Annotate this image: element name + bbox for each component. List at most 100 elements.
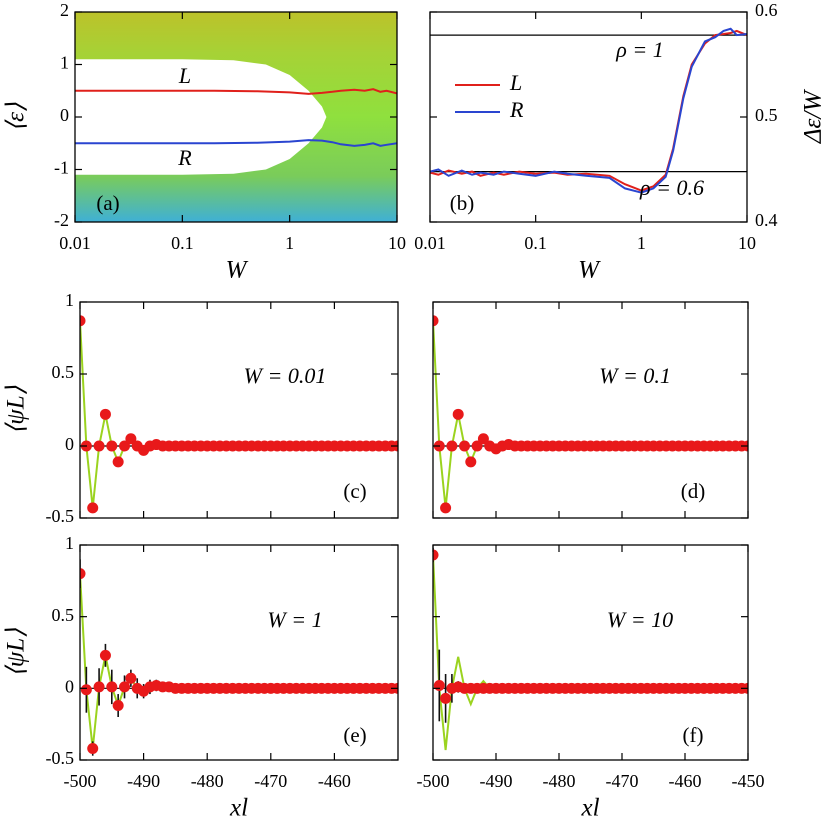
legend-label: L <box>509 70 522 95</box>
annotation: W = 0.01 <box>244 363 327 388</box>
plot-area <box>75 12 397 222</box>
panel-label: (e) <box>343 723 366 747</box>
y-axis-label: ⟨ψL⟩ <box>3 628 30 677</box>
y-tick-label: 1 <box>65 533 74 553</box>
y-tick-label: -1 <box>54 158 69 178</box>
annotation: R <box>177 145 192 170</box>
annotation: W = 1 <box>267 607 322 632</box>
y-axis-label: ⟨ε⟩ <box>3 102 30 132</box>
y-axis-label: ⟨ψL⟩ <box>3 385 30 434</box>
x-axis-label: xl <box>229 795 248 818</box>
data-line <box>430 27 747 194</box>
data-point <box>459 440 470 452</box>
x-tick-label: -500 <box>417 771 450 791</box>
x-tick-label: -490 <box>480 771 513 791</box>
x-tick-label: 0.01 <box>59 233 91 253</box>
frame <box>432 301 749 519</box>
x-tick-label: 1 <box>285 233 294 253</box>
plot-area <box>433 315 748 514</box>
data-point <box>93 681 105 693</box>
x-tick-label: -470 <box>254 771 287 791</box>
legend-label: R <box>509 97 524 122</box>
x-axis-label: W <box>578 257 601 284</box>
panel-label: (c) <box>343 479 366 503</box>
x-tick-label: -460 <box>318 771 351 791</box>
data-point <box>471 440 483 452</box>
data-point <box>433 315 439 327</box>
y-tick-label: 2 <box>60 0 69 20</box>
x-tick-label: 0.1 <box>524 233 547 253</box>
data-line <box>75 88 397 95</box>
data-line <box>75 139 397 147</box>
annotation: L <box>178 63 191 88</box>
y-tick-label: 0.4 <box>755 210 778 230</box>
data-point <box>119 681 131 693</box>
panel-label: (f) <box>683 723 704 747</box>
annotation: W = 0.1 <box>599 363 671 388</box>
data-line <box>433 554 748 751</box>
frame <box>79 301 399 519</box>
data-point <box>452 408 464 420</box>
data-point <box>446 440 458 452</box>
data-point <box>433 549 439 561</box>
x-tick-label: -470 <box>606 771 639 791</box>
data-point <box>80 568 86 580</box>
data-point <box>80 684 92 696</box>
x-tick-label: -450 <box>732 771 765 791</box>
panel-label: (d) <box>681 479 706 503</box>
data-point <box>125 433 137 445</box>
x-axis-label: W <box>226 257 249 284</box>
data-point <box>119 440 131 452</box>
frame <box>79 544 399 761</box>
data-point <box>99 649 111 661</box>
panel-label: (b) <box>450 191 475 215</box>
y-tick-label: -2 <box>54 210 69 230</box>
gap-region <box>75 59 327 117</box>
plot-area <box>80 315 398 514</box>
data-point <box>99 408 111 420</box>
y-tick-label: 0.5 <box>755 105 778 125</box>
x-tick-label: 10 <box>388 233 406 253</box>
y-tick-label: 0.6 <box>755 0 778 20</box>
data-point <box>93 440 105 452</box>
data-point <box>80 315 86 327</box>
data-point <box>433 679 445 691</box>
y-tick-label: 0.5 <box>52 605 75 625</box>
y-tick-label: 0 <box>65 434 74 454</box>
y-tick-label: 0 <box>60 105 69 125</box>
data-point <box>106 440 118 452</box>
data-point <box>112 700 124 712</box>
panel-label: (a) <box>96 191 119 215</box>
x-tick-label: -490 <box>127 771 160 791</box>
y-tick-label: 0 <box>65 676 74 696</box>
x-axis-label: xl <box>580 795 599 818</box>
annotation: W = 10 <box>607 607 673 632</box>
annotation: ρ = 1 <box>615 37 663 62</box>
data-point <box>125 672 137 684</box>
x-tick-label: -460 <box>669 771 702 791</box>
x-tick-label: 1 <box>637 233 646 253</box>
y-tick-label: 1 <box>60 53 69 73</box>
data-point <box>106 681 118 693</box>
y-tick-label: 1 <box>65 290 74 310</box>
x-tick-label: 0.01 <box>414 233 446 253</box>
plot-area <box>433 547 748 751</box>
x-tick-label: 10 <box>738 233 756 253</box>
data-point <box>440 692 452 704</box>
plot-area <box>430 27 747 194</box>
x-tick-label: 0.1 <box>171 233 194 253</box>
annotation: ρ = 0.6 <box>639 175 704 200</box>
plot-area <box>80 559 398 756</box>
frame <box>432 544 749 761</box>
data-line <box>430 29 747 192</box>
y-tick-label: 0.5 <box>52 362 75 382</box>
data-point <box>112 456 124 468</box>
y-tick-label: -0.5 <box>46 748 75 768</box>
data-point <box>477 433 489 445</box>
data-point <box>440 502 452 514</box>
gap-region <box>75 117 327 175</box>
x-tick-label: -480 <box>543 771 576 791</box>
x-tick-label: -500 <box>64 771 97 791</box>
y-axis-label: Δε/W <box>800 89 827 144</box>
